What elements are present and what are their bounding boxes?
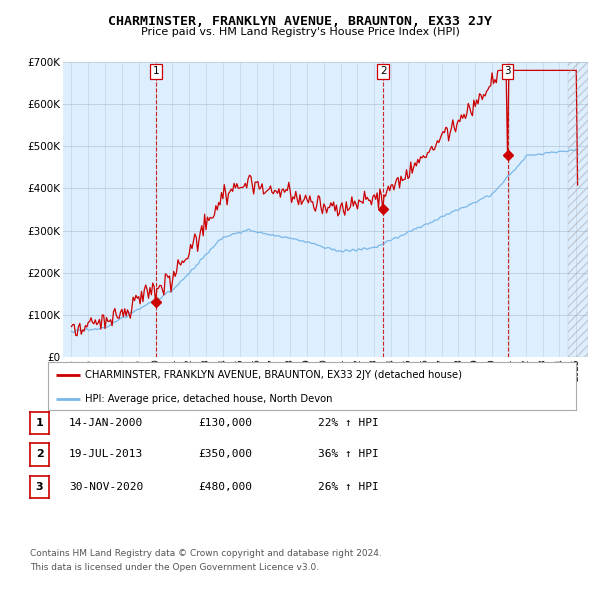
Text: 1: 1	[153, 67, 160, 76]
Text: 3: 3	[36, 482, 43, 491]
Text: 1: 1	[36, 418, 43, 428]
Text: 19-JUL-2013: 19-JUL-2013	[69, 450, 143, 459]
Text: Price paid vs. HM Land Registry's House Price Index (HPI): Price paid vs. HM Land Registry's House …	[140, 27, 460, 37]
Text: HPI: Average price, detached house, North Devon: HPI: Average price, detached house, Nort…	[85, 394, 332, 404]
Text: Contains HM Land Registry data © Crown copyright and database right 2024.: Contains HM Land Registry data © Crown c…	[30, 549, 382, 558]
Text: CHARMINSTER, FRANKLYN AVENUE, BRAUNTON, EX33 2JY: CHARMINSTER, FRANKLYN AVENUE, BRAUNTON, …	[108, 15, 492, 28]
Text: £350,000: £350,000	[198, 450, 252, 459]
Text: 14-JAN-2000: 14-JAN-2000	[69, 418, 143, 428]
Text: 3: 3	[504, 67, 511, 76]
Text: £480,000: £480,000	[198, 482, 252, 491]
Text: 2: 2	[36, 450, 43, 459]
Text: 30-NOV-2020: 30-NOV-2020	[69, 482, 143, 491]
Text: 36% ↑ HPI: 36% ↑ HPI	[318, 450, 379, 459]
Text: 26% ↑ HPI: 26% ↑ HPI	[318, 482, 379, 491]
Text: 22% ↑ HPI: 22% ↑ HPI	[318, 418, 379, 428]
Text: CHARMINSTER, FRANKLYN AVENUE, BRAUNTON, EX33 2JY (detached house): CHARMINSTER, FRANKLYN AVENUE, BRAUNTON, …	[85, 370, 462, 380]
Text: £130,000: £130,000	[198, 418, 252, 428]
Text: This data is licensed under the Open Government Licence v3.0.: This data is licensed under the Open Gov…	[30, 563, 319, 572]
Text: 2: 2	[380, 67, 386, 76]
